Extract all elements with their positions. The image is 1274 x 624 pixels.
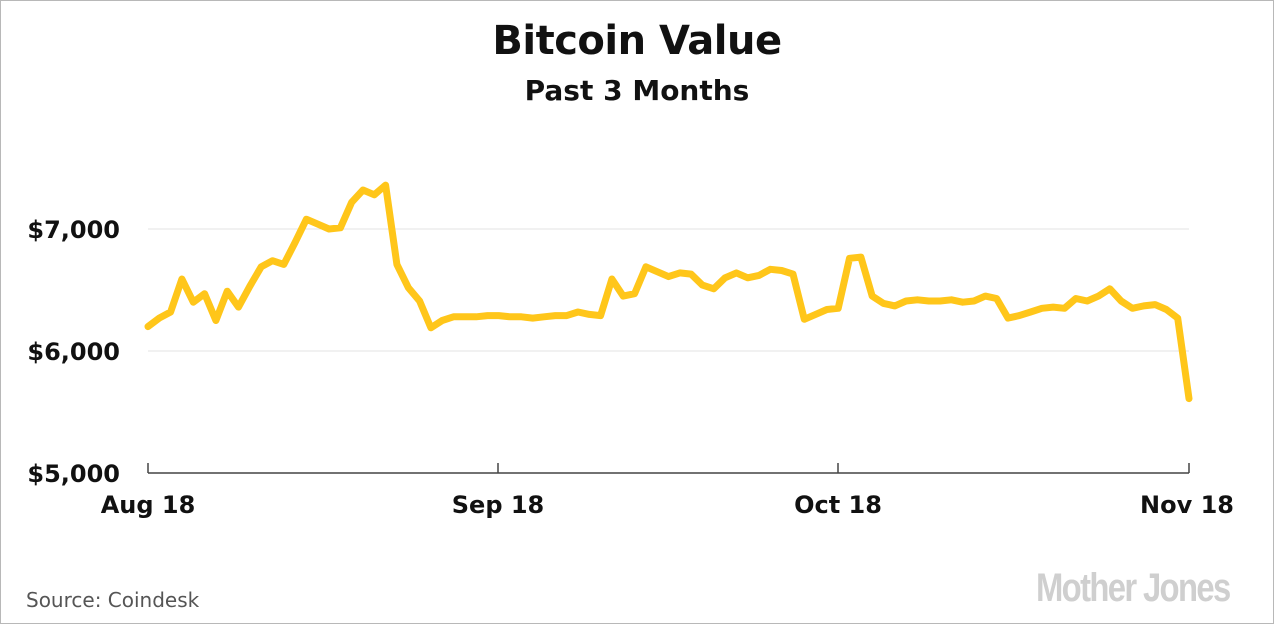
mother-jones-logo: Mother Jones (1036, 566, 1231, 610)
chart-title: Bitcoin Value (492, 18, 782, 64)
chart-subtitle: Past 3 Months (524, 74, 750, 107)
series-line-bitcoin (144, 181, 1193, 403)
source-note: Source: Coindesk (26, 588, 200, 612)
x-axis-labels: Aug 18 Sep 18 Oct 18 Nov 18 (101, 491, 1234, 519)
x-tick-label: Sep 18 (452, 491, 545, 519)
x-tick-label: Oct 18 (794, 491, 882, 519)
series-layer (144, 181, 1193, 403)
y-tick-label: $6,000 (27, 338, 120, 366)
y-axis-labels: $5,000 $6,000 $7,000 (27, 216, 120, 488)
x-tick-label: Nov 18 (1140, 491, 1234, 519)
x-axis (147, 463, 1190, 474)
grid-lines (148, 228, 1189, 352)
y-tick-label: $7,000 (27, 216, 120, 244)
y-tick-label: $5,000 (27, 460, 120, 488)
x-tick-label: Aug 18 (101, 491, 196, 519)
